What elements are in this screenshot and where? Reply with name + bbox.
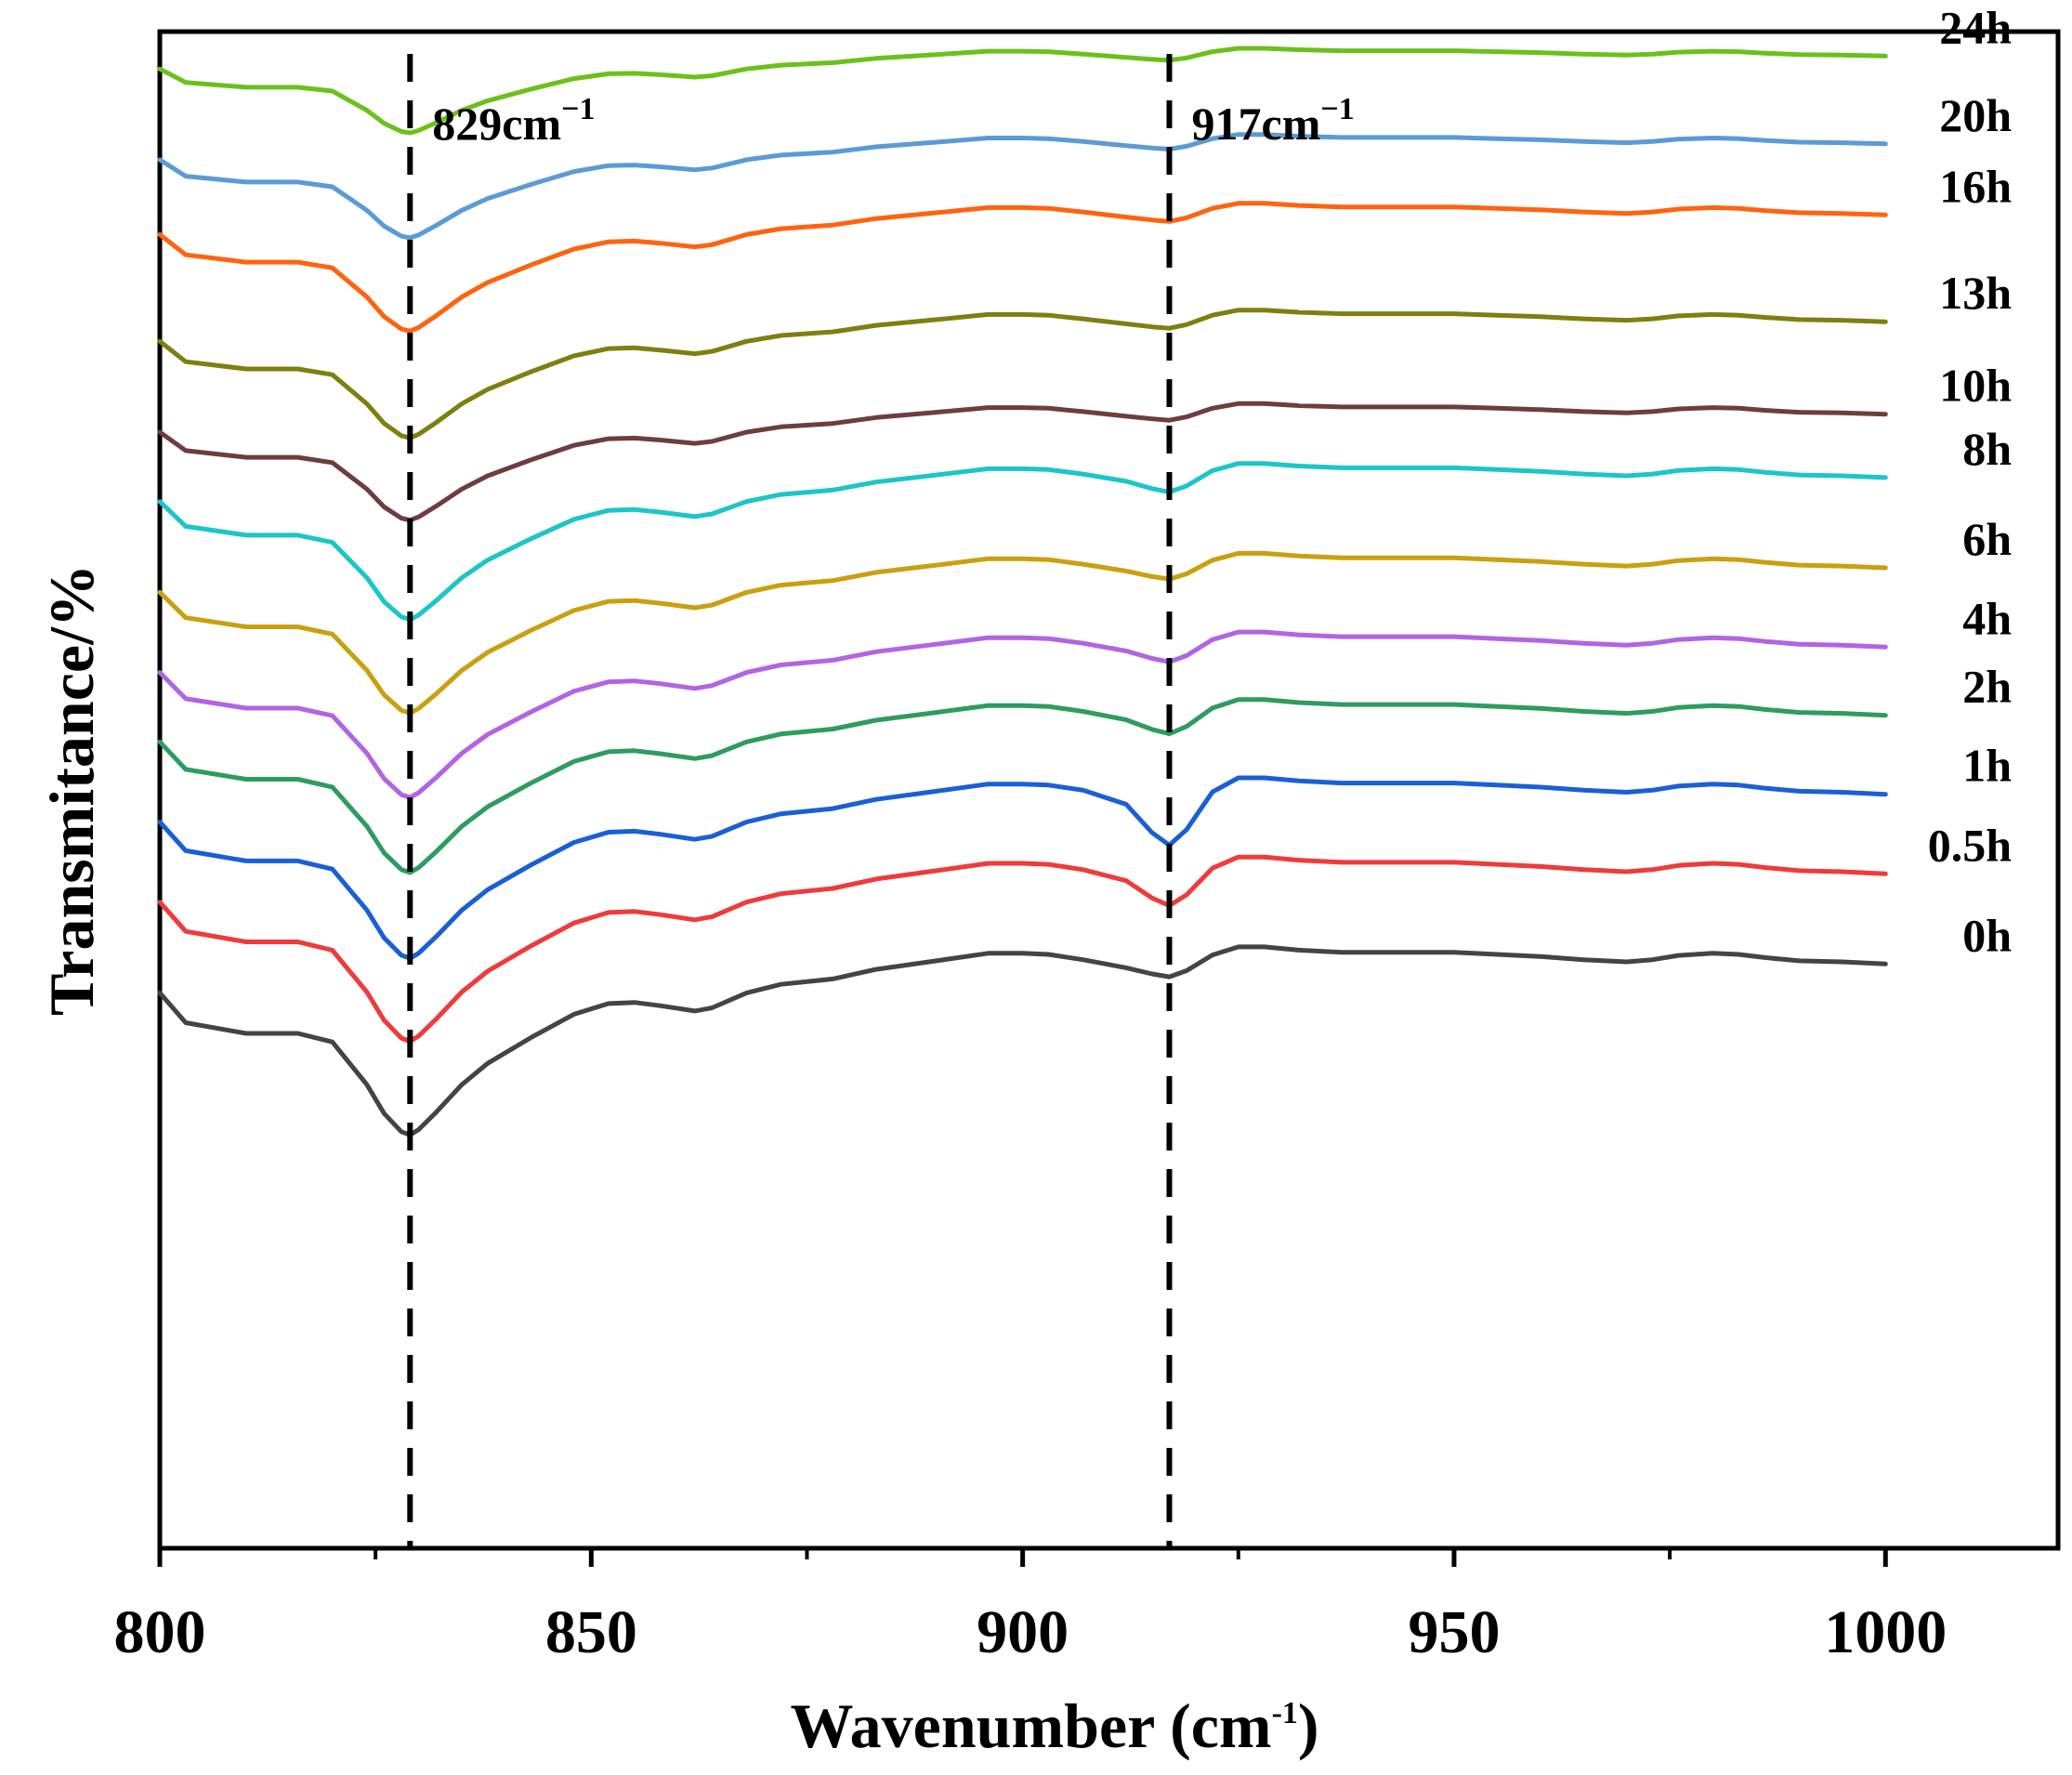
series-line-8h xyxy=(157,461,1888,623)
tick-label: 850 xyxy=(545,1598,637,1666)
series-label-0_5h: 0.5h xyxy=(1928,819,2013,871)
series-label-4h: 4h xyxy=(1962,592,2012,644)
x-tick-labels: 800 850 900 950 1000 xyxy=(114,1598,1947,1666)
series-line-2h xyxy=(157,697,1888,875)
series-label-20h: 20h xyxy=(1939,89,2012,141)
series-line-1h xyxy=(157,775,1888,961)
plot-frame xyxy=(157,29,2061,1551)
tick-label: 800 xyxy=(114,1598,206,1666)
series-label-16h: 16h xyxy=(1939,160,2012,212)
x-axis-title: Wavenumber (cm-1) xyxy=(790,1690,1318,1761)
series-line-0h xyxy=(157,944,1888,1137)
series-line-4h xyxy=(157,629,1888,800)
series-line-16h xyxy=(157,201,1888,334)
series-label-0h: 0h xyxy=(1962,909,2012,961)
series-label-24h: 24h xyxy=(1939,1,2012,53)
series-line-13h xyxy=(157,308,1888,440)
y-axis-title: Transmitance/% xyxy=(36,564,107,1016)
reference-lines xyxy=(407,54,1173,1548)
series-label-13h: 13h xyxy=(1939,267,2012,319)
series-line-6h xyxy=(157,550,1888,716)
series-labels: 0h 0.5h 1h 2h 4h 6h 8h 10h 13h 16h 20h 24h xyxy=(1928,1,2013,961)
series-line-10h xyxy=(157,401,1888,523)
series-label-2h: 2h xyxy=(1962,661,2012,713)
series-label-8h: 8h xyxy=(1962,423,2012,475)
tick-label: 950 xyxy=(1408,1598,1500,1666)
series-line-0_5h xyxy=(157,854,1888,1044)
series-label-10h: 10h xyxy=(1939,360,2012,412)
tick-label: 900 xyxy=(977,1598,1069,1666)
x-ticks xyxy=(157,1548,1888,1567)
peak-annotations: 829cm−1 917cm−1 xyxy=(432,92,1354,150)
series-label-1h: 1h xyxy=(1962,740,2012,792)
annotation-829: 829cm−1 xyxy=(432,92,595,150)
annotation-917: 917cm−1 xyxy=(1192,92,1355,150)
series-lines xyxy=(157,46,1888,1137)
series-line-20h xyxy=(157,132,1888,241)
series-line-24h xyxy=(157,46,1888,136)
series-label-6h: 6h xyxy=(1962,513,2012,565)
tick-label: 1000 xyxy=(1824,1598,1947,1666)
